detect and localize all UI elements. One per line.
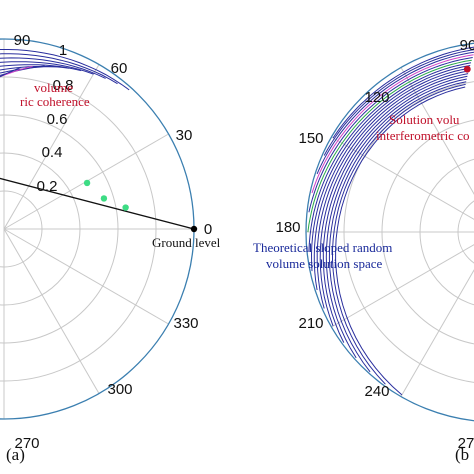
- grid-spoke-240: [400, 269, 474, 397]
- angle-tick-330: 330: [173, 315, 198, 332]
- polar-grid-b: [305, 42, 474, 422]
- coherence-annotation-a: ric coherence: [20, 94, 90, 109]
- solution-point: [463, 65, 471, 73]
- marks-a: [0, 177, 198, 233]
- grid-spoke-150: [331, 136, 474, 220]
- volume-curves-a: [0, 49, 130, 91]
- volume-curve-b-11: [322, 75, 468, 343]
- volume-curve-b-4: [308, 57, 473, 213]
- angle-tick-270: 270: [14, 435, 39, 452]
- angle-tick-b-120: 120: [364, 89, 389, 106]
- angle-tick-30: 30: [176, 127, 193, 144]
- volume-curve-4: [0, 64, 82, 72]
- radial-tick-0.6: 0.6: [47, 111, 68, 128]
- volume-curve-b-12: [325, 78, 467, 359]
- volume-curve-b-1: [323, 49, 474, 156]
- angle-tick-90: 90: [14, 32, 31, 49]
- radial-tick-0.4: 0.4: [42, 144, 63, 161]
- grid-spoke-300: [3, 228, 100, 394]
- coherence-point-2: [122, 204, 129, 211]
- angle-tick-b-210: 210: [298, 315, 323, 332]
- volume-curve-b-8: [313, 67, 470, 291]
- volume-curve-b-13: [328, 81, 467, 373]
- angle-tick-b-150: 150: [298, 130, 323, 147]
- ground-level-point: [190, 225, 198, 233]
- volume-curve-b-2: [316, 51, 474, 175]
- solution-volume-annotation-a: volume: [34, 80, 73, 95]
- coherence-annotation-b: interferometric co: [376, 128, 469, 143]
- grid-spoke-210: [331, 244, 474, 328]
- angle-tick-b-180: 180: [275, 219, 300, 236]
- volume-curve-b-15: [335, 86, 466, 396]
- ground-level-annotation: Ground level: [152, 235, 221, 250]
- polar-chart-a: 0 30 60 90 270 300 330 0.2 0.4 0.6 0.8 1: [0, 32, 212, 452]
- volume-curve-b-0: [332, 46, 474, 139]
- solution-space-annotation-2: volume solution space: [266, 256, 382, 271]
- volume-curve-b-5: [307, 59, 472, 233]
- volume-curves-b: [307, 46, 474, 396]
- volume-curve-b-10: [319, 73, 469, 327]
- volume-curve-1: [0, 53, 118, 85]
- polar-chart-b: 90 120 150 180 210 240 27: [275, 37, 474, 452]
- radial-tick-1: 1: [59, 42, 67, 59]
- volume-curve-8: [0, 65, 33, 78]
- volume-curve-3: [0, 61, 94, 75]
- radial-tick-0.2: 0.2: [37, 178, 58, 195]
- volume-curve-b-3: [311, 54, 474, 194]
- solution-space-annotation-1: Theoretical sloped random: [253, 240, 392, 255]
- coherence-line: [0, 177, 195, 230]
- angle-tick-b-240: 240: [364, 383, 389, 400]
- panel-label-a: (a): [6, 445, 25, 464]
- labels-a: 0 30 60 90 270 300 330 0.2 0.4 0.6 0.8 1: [14, 32, 213, 452]
- volume-curve-b-6: [308, 62, 472, 252]
- marks-b: [463, 65, 471, 73]
- radial-tick-0.8: 0.8: [53, 77, 74, 94]
- angle-tick-0: 0: [204, 221, 212, 238]
- volume-curve-5: [0, 65, 70, 71]
- volume-curve-b-7: [310, 65, 471, 272]
- solution-volume-annotation-b: Solution volu: [389, 112, 460, 127]
- grid-spoke-60: [3, 64, 100, 230]
- volume-curve-b-14: [332, 83, 466, 385]
- angle-tick-60: 60: [111, 60, 128, 77]
- panel-label-b: (b: [455, 445, 469, 464]
- coherence-point-0: [83, 179, 91, 187]
- labels-b: 90 120 150 180 210 240 27: [275, 37, 474, 452]
- angle-tick-300: 300: [107, 381, 132, 398]
- outer-circle: [305, 42, 474, 422]
- angle-tick-b-90: 90: [460, 37, 474, 54]
- coherence-point-1: [100, 195, 108, 202]
- volume-curve-0: [0, 49, 130, 91]
- grid-spoke-330: [3, 228, 169, 325]
- volume-curve-2: [0, 57, 106, 79]
- angle-tick-b-270: 27: [458, 435, 474, 452]
- volume-curve-b-9: [316, 70, 469, 309]
